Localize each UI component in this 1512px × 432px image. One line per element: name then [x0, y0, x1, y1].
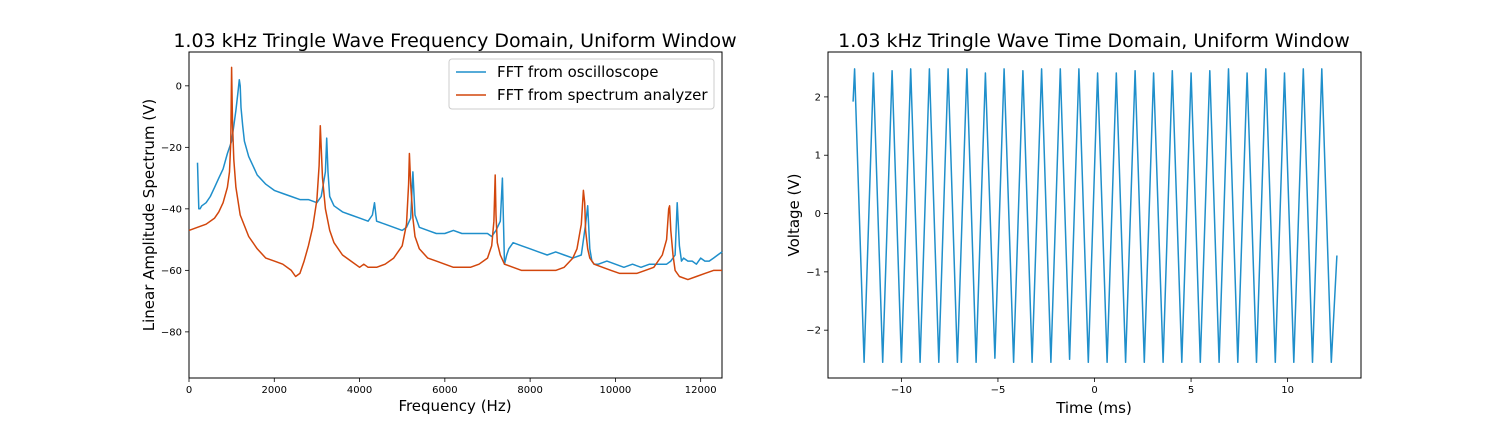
- x-tick-label: 6000: [432, 385, 457, 396]
- chart-title: 1.03 kHz Tringle Wave Time Domain, Unifo…: [838, 30, 1350, 52]
- x-axis-label: Frequency (Hz): [398, 397, 511, 415]
- series-lines: [852, 68, 1338, 364]
- x-tick-label: 8000: [517, 385, 542, 396]
- x-tick-label: 10: [1281, 385, 1294, 396]
- y-tick-label: −1: [806, 267, 821, 278]
- x-ticks: −10 −5 0 5 10: [891, 378, 1294, 396]
- time-domain-chart: 1.03 kHz Tringle Wave Time Domain, Unifo…: [785, 30, 1362, 417]
- y-tick-label: 0: [176, 81, 182, 92]
- y-tick-label: −40: [161, 204, 182, 215]
- y-axis-label: Linear Amplitude Spectrum (V): [140, 99, 158, 331]
- legend-label-oscilloscope: FFT from oscilloscope: [497, 63, 659, 81]
- series-line-1: [188, 66, 722, 281]
- x-tick-label: 0: [186, 385, 192, 396]
- x-tick-label: −5: [991, 385, 1006, 396]
- y-tick-label: 2: [815, 92, 821, 103]
- series-lines: [188, 66, 723, 281]
- y-tick-label: −20: [161, 143, 182, 154]
- x-axis-label: Time (ms): [1055, 399, 1132, 417]
- y-tick-label: 1: [815, 151, 821, 162]
- y-tick-label: 0: [815, 209, 821, 220]
- x-tick-label: 10000: [599, 385, 631, 396]
- y-tick-label: −60: [161, 266, 182, 277]
- x-tick-label: −10: [891, 385, 912, 396]
- y-axis-label: Voltage (V): [785, 174, 803, 257]
- x-tick-label: 4000: [347, 385, 372, 396]
- series-line-0: [852, 68, 1338, 364]
- series-line-0: [196, 78, 723, 269]
- legend-box: [448, 58, 715, 110]
- y-tick-label: −80: [161, 327, 182, 338]
- frequency-domain-chart: 1.03 kHz Tringle Wave Frequency Domain, …: [140, 30, 737, 415]
- x-tick-label: 2000: [262, 385, 287, 396]
- plot-area: [827, 51, 1362, 379]
- x-tick-label: 5: [1188, 385, 1194, 396]
- legend-label-spectrum-analyzer: FFT from spectrum analyzer: [497, 86, 708, 104]
- y-ticks: 2 1 0 −1 −2: [806, 92, 828, 337]
- legend: FFT from oscilloscope FFT from spectrum …: [448, 58, 715, 110]
- y-tick-label: −2: [806, 326, 821, 337]
- y-ticks: 0 −20 −40 −60 −80: [161, 81, 189, 338]
- x-tick-label: 12000: [685, 385, 717, 396]
- chart-title: 1.03 kHz Tringle Wave Frequency Domain, …: [173, 30, 736, 52]
- x-tick-label: 0: [1091, 385, 1097, 396]
- x-ticks: 0 2000 4000 6000 8000 10000 12000: [186, 378, 717, 396]
